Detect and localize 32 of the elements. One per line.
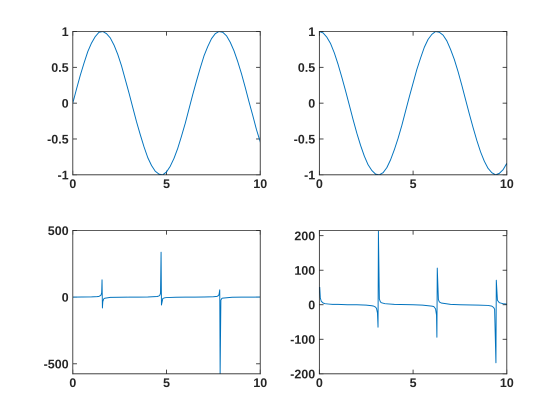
y-tick-label: -100: [290, 335, 315, 344]
x-tick-label: 0: [316, 378, 322, 388]
x-tick-label: 5: [163, 378, 170, 388]
x-tick-label: 5: [410, 378, 416, 388]
y-tick-label: -1: [58, 170, 68, 180]
x-tick-label: 5: [410, 179, 416, 188]
line-series: [319, 32, 507, 175]
y-tick-label: -200: [290, 370, 315, 378]
x-tick-label: 10: [500, 378, 514, 388]
x-tick-label: 0: [316, 179, 322, 188]
y-tick-label: 500: [48, 226, 68, 236]
x-tick-label: 0: [70, 378, 76, 388]
y-tick-label: -0.5: [48, 134, 68, 144]
x-tick-label: 5: [163, 179, 170, 188]
y-tick-label: 0: [62, 292, 68, 302]
y-tick-label: 0: [308, 98, 315, 108]
y-tick-label: 0: [308, 300, 315, 310]
y-tick-label: -500: [44, 360, 68, 368]
y-tick-label: 1: [62, 27, 68, 36]
y-tick-label: 100: [295, 266, 315, 275]
y-tick-label: 1: [309, 27, 315, 36]
line-series: [72, 32, 260, 175]
y-tick-label: -0.5: [294, 134, 315, 144]
x-tick-label: 10: [254, 378, 267, 388]
x-tick-label: 10: [254, 179, 267, 188]
y-tick-label: 0: [62, 98, 68, 108]
y-tick-label: -1: [304, 170, 315, 180]
x-tick-label: 0: [70, 179, 76, 188]
y-tick-label: 0.5: [52, 63, 68, 72]
y-tick-label: 0.5: [298, 63, 315, 72]
y-tick-label: 200: [294, 231, 315, 240]
x-tick-label: 10: [500, 179, 514, 188]
